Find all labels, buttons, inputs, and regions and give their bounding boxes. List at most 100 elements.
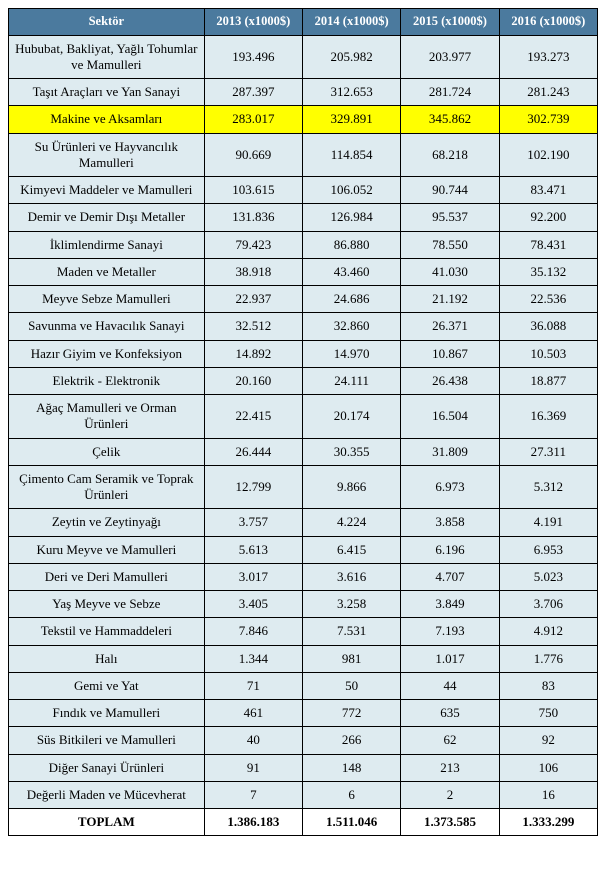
value-cell: 266 bbox=[302, 727, 400, 754]
table-row: Meyve Sebze Mamulleri22.93724.68621.1922… bbox=[9, 286, 598, 313]
value-cell: 22.536 bbox=[499, 286, 597, 313]
total-value-cell: 1.333.299 bbox=[499, 809, 597, 836]
value-cell: 90.744 bbox=[401, 177, 499, 204]
value-cell: 281.243 bbox=[499, 79, 597, 106]
value-cell: 4.191 bbox=[499, 509, 597, 536]
table-row: Hazır Giyim ve Konfeksiyon14.89214.97010… bbox=[9, 340, 598, 367]
value-cell: 106.052 bbox=[302, 177, 400, 204]
sector-name-cell: Çelik bbox=[9, 438, 205, 465]
value-cell: 131.836 bbox=[204, 204, 302, 231]
value-cell: 62 bbox=[401, 727, 499, 754]
value-cell: 86.880 bbox=[302, 231, 400, 258]
value-cell: 14.970 bbox=[302, 340, 400, 367]
value-cell: 7 bbox=[204, 781, 302, 808]
table-row: Diğer Sanayi Ürünleri91148213106 bbox=[9, 754, 598, 781]
value-cell: 68.218 bbox=[401, 133, 499, 177]
value-cell: 3.706 bbox=[499, 591, 597, 618]
value-cell: 44 bbox=[401, 672, 499, 699]
value-cell: 205.982 bbox=[302, 35, 400, 79]
sector-name-cell: Kimyevi Maddeler ve Mamulleri bbox=[9, 177, 205, 204]
sector-name-cell: Çimento Cam Seramik ve Toprak Ürünleri bbox=[9, 465, 205, 509]
col-2016: 2016 (x1000$) bbox=[499, 9, 597, 36]
table-header: Sektör 2013 (x1000$) 2014 (x1000$) 2015 … bbox=[9, 9, 598, 36]
value-cell: 79.423 bbox=[204, 231, 302, 258]
table-row: Makine ve Aksamları283.017329.891345.862… bbox=[9, 106, 598, 133]
value-cell: 26.371 bbox=[401, 313, 499, 340]
table-row: İklimlendirme Sanayi79.42386.88078.55078… bbox=[9, 231, 598, 258]
value-cell: 38.918 bbox=[204, 258, 302, 285]
table-row: Kimyevi Maddeler ve Mamulleri103.615106.… bbox=[9, 177, 598, 204]
value-cell: 35.132 bbox=[499, 258, 597, 285]
value-cell: 772 bbox=[302, 700, 400, 727]
table-body: Hububat, Bakliyat, Yağlı Tohumlar ve Mam… bbox=[9, 35, 598, 836]
value-cell: 83.471 bbox=[499, 177, 597, 204]
sector-table: Sektör 2013 (x1000$) 2014 (x1000$) 2015 … bbox=[8, 8, 598, 836]
sector-name-cell: Zeytin ve Zeytinyağı bbox=[9, 509, 205, 536]
total-row: TOPLAM1.386.1831.511.0461.373.5851.333.2… bbox=[9, 809, 598, 836]
value-cell: 21.192 bbox=[401, 286, 499, 313]
value-cell: 18.877 bbox=[499, 367, 597, 394]
sector-name-cell: Hazır Giyim ve Konfeksiyon bbox=[9, 340, 205, 367]
value-cell: 16.369 bbox=[499, 395, 597, 439]
value-cell: 7.193 bbox=[401, 618, 499, 645]
value-cell: 16.504 bbox=[401, 395, 499, 439]
sector-name-cell: Savunma ve Havacılık Sanayi bbox=[9, 313, 205, 340]
value-cell: 41.030 bbox=[401, 258, 499, 285]
value-cell: 5.613 bbox=[204, 536, 302, 563]
table-row: Değerli Maden ve Mücevherat76216 bbox=[9, 781, 598, 808]
value-cell: 148 bbox=[302, 754, 400, 781]
table-row: Deri ve Deri Mamulleri3.0173.6164.7075.0… bbox=[9, 563, 598, 590]
value-cell: 103.615 bbox=[204, 177, 302, 204]
total-label-cell: TOPLAM bbox=[9, 809, 205, 836]
value-cell: 43.460 bbox=[302, 258, 400, 285]
value-cell: 91 bbox=[204, 754, 302, 781]
value-cell: 20.174 bbox=[302, 395, 400, 439]
total-value-cell: 1.511.046 bbox=[302, 809, 400, 836]
value-cell: 3.405 bbox=[204, 591, 302, 618]
value-cell: 3.258 bbox=[302, 591, 400, 618]
col-2013: 2013 (x1000$) bbox=[204, 9, 302, 36]
table-row: Taşıt Araçları ve Yan Sanayi287.397312.6… bbox=[9, 79, 598, 106]
value-cell: 6.973 bbox=[401, 465, 499, 509]
table-row: Süs Bitkileri ve Mamulleri402666292 bbox=[9, 727, 598, 754]
value-cell: 6.415 bbox=[302, 536, 400, 563]
value-cell: 95.537 bbox=[401, 204, 499, 231]
sector-name-cell: Tekstil ve Hammaddeleri bbox=[9, 618, 205, 645]
table-row: Hububat, Bakliyat, Yağlı Tohumlar ve Mam… bbox=[9, 35, 598, 79]
sector-name-cell: Değerli Maden ve Mücevherat bbox=[9, 781, 205, 808]
sector-name-cell: Maden ve Metaller bbox=[9, 258, 205, 285]
table-row: Kuru Meyve ve Mamulleri5.6136.4156.1966.… bbox=[9, 536, 598, 563]
value-cell: 302.739 bbox=[499, 106, 597, 133]
value-cell: 213 bbox=[401, 754, 499, 781]
sector-name-cell: Taşıt Araçları ve Yan Sanayi bbox=[9, 79, 205, 106]
sector-name-cell: Gemi ve Yat bbox=[9, 672, 205, 699]
value-cell: 102.190 bbox=[499, 133, 597, 177]
value-cell: 22.937 bbox=[204, 286, 302, 313]
value-cell: 312.653 bbox=[302, 79, 400, 106]
value-cell: 31.809 bbox=[401, 438, 499, 465]
value-cell: 3.616 bbox=[302, 563, 400, 590]
table-row: Çelik26.44430.35531.80927.311 bbox=[9, 438, 598, 465]
value-cell: 7.531 bbox=[302, 618, 400, 645]
sector-name-cell: Deri ve Deri Mamulleri bbox=[9, 563, 205, 590]
total-value-cell: 1.386.183 bbox=[204, 809, 302, 836]
sector-name-cell: Süs Bitkileri ve Mamulleri bbox=[9, 727, 205, 754]
value-cell: 114.854 bbox=[302, 133, 400, 177]
value-cell: 24.686 bbox=[302, 286, 400, 313]
value-cell: 32.512 bbox=[204, 313, 302, 340]
table-row: Savunma ve Havacılık Sanayi32.51232.8602… bbox=[9, 313, 598, 340]
value-cell: 4.912 bbox=[499, 618, 597, 645]
value-cell: 461 bbox=[204, 700, 302, 727]
value-cell: 92.200 bbox=[499, 204, 597, 231]
value-cell: 5.312 bbox=[499, 465, 597, 509]
value-cell: 126.984 bbox=[302, 204, 400, 231]
value-cell: 635 bbox=[401, 700, 499, 727]
value-cell: 329.891 bbox=[302, 106, 400, 133]
value-cell: 3.757 bbox=[204, 509, 302, 536]
value-cell: 3.849 bbox=[401, 591, 499, 618]
table-row: Çimento Cam Seramik ve Toprak Ürünleri12… bbox=[9, 465, 598, 509]
value-cell: 10.503 bbox=[499, 340, 597, 367]
value-cell: 345.862 bbox=[401, 106, 499, 133]
value-cell: 26.438 bbox=[401, 367, 499, 394]
value-cell: 12.799 bbox=[204, 465, 302, 509]
